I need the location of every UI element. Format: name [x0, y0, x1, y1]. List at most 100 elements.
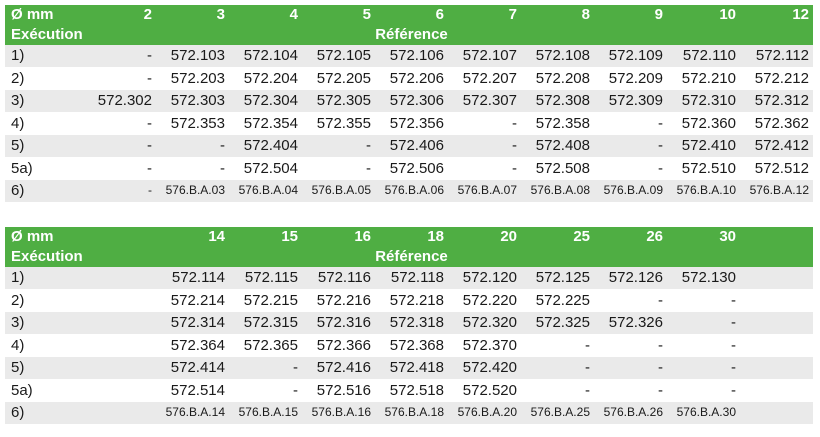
reference-cell: 576.B.A.10: [667, 179, 740, 202]
execution-type: 1): [5, 267, 83, 289]
reference-cell: 572.354: [229, 112, 302, 135]
diameter-header: 20: [448, 227, 521, 247]
table-row: 2) 572.214 572.215 572.216 572.218 572.220 572…: [5, 289, 813, 312]
reference-cell: [740, 379, 813, 402]
reference-cell: 576.B.A.26: [594, 401, 667, 424]
reference-cell: 572.205: [302, 67, 375, 90]
reference-cell: 572.112: [740, 45, 813, 67]
reference-cell: 572.206: [375, 67, 448, 90]
reference-cell: 572.204: [229, 67, 302, 90]
reference-cell: 576.B.A.07: [448, 179, 521, 202]
reference-cell: [83, 334, 156, 357]
table-row: 6) -576.B.A.03 576.B.A.04 576.B.A.05 576.B.A…: [5, 179, 813, 202]
execution-type: 3): [5, 311, 83, 334]
reference-cell: 572.116: [302, 267, 375, 289]
reference-cell: 572.115: [229, 267, 302, 289]
reference-cell: -: [594, 157, 667, 180]
reference-cell: 576.B.A.04: [229, 179, 302, 202]
diameter-header: 18: [375, 227, 448, 247]
reference-cell: 576.B.A.15: [229, 401, 302, 424]
reference-cell: -: [594, 112, 667, 135]
reference-cell: -: [448, 134, 521, 157]
reference-cell: 572.120: [448, 267, 521, 289]
reference-cell: -: [156, 134, 229, 157]
diameter-row: Ø mm 14 15 16 18 20 25 26 30: [5, 227, 813, 247]
reference-cell: 576.B.A.08: [521, 179, 594, 202]
reference-cell: -: [229, 356, 302, 379]
table-row: 4) 572.364 572.365 572.366 572.368 572.370- - -: [5, 334, 813, 357]
reference-cell: 572.304: [229, 89, 302, 112]
diameter-label: Ø mm: [5, 227, 83, 247]
reference-cell: 572.414: [156, 356, 229, 379]
reference-cell: 572.106: [375, 45, 448, 67]
reference-cell: -: [667, 311, 740, 334]
reference-cell: 572.306: [375, 89, 448, 112]
reference-cell: -: [229, 379, 302, 402]
reference-cell: -: [594, 379, 667, 402]
reference-cell: [740, 311, 813, 334]
reference-cell: -: [594, 334, 667, 357]
reference-cell: -: [83, 67, 156, 90]
diameter-header: 6: [375, 5, 448, 25]
reference-cell: 572.225: [521, 289, 594, 312]
diameter-header: 12: [740, 5, 813, 25]
table-body: 1) -572.103 572.104 572.105 572.106 572.107 57…: [5, 45, 813, 202]
execution-label: Exécution: [5, 247, 83, 267]
diameter-header: 8: [521, 5, 594, 25]
reference-cell: -: [521, 379, 594, 402]
reference-cell: 572.506: [375, 157, 448, 180]
reference-cell: 572.302: [83, 89, 156, 112]
execution-type: 1): [5, 45, 83, 67]
table-row: 1) -572.103 572.104 572.105 572.106 572.107 57…: [5, 45, 813, 67]
reference-cell: [83, 401, 156, 424]
reference-cell: 572.210: [667, 67, 740, 90]
reference-cell: 572.126: [594, 267, 667, 289]
reference-cell: 572.208: [521, 67, 594, 90]
reference-cell: 572.309: [594, 89, 667, 112]
diameter-header: 26: [594, 227, 667, 247]
table-row: 5) - -572.404-572.406-572.408-572.410 572.4…: [5, 134, 813, 157]
reference-cell: 572.358: [521, 112, 594, 135]
reference-cell: 572.508: [521, 157, 594, 180]
table-row: 6) 576.B.A.14 576.B.A.15 576.B.A.16 576.B.A.…: [5, 401, 813, 424]
reference-cell: -: [448, 157, 521, 180]
reference-cell: -: [302, 134, 375, 157]
reference-cell: 572.310: [667, 89, 740, 112]
reference-cell: 572.356: [375, 112, 448, 135]
reference-cell: 572.109: [594, 45, 667, 67]
diameter-label: Ø mm: [5, 5, 83, 25]
reference-cell: -: [667, 289, 740, 312]
reference-cell: 572.518: [375, 379, 448, 402]
diameter-header: 4: [229, 5, 302, 25]
reference-cell: 572.315: [229, 311, 302, 334]
reference-cell: [83, 379, 156, 402]
execution-type: 6): [5, 401, 83, 424]
reference-cell: 572.314: [156, 311, 229, 334]
table-row: 1) 572.114 572.115 572.116 572.118 572.120 572…: [5, 267, 813, 289]
reference-cell: -: [594, 289, 667, 312]
reference-cell: 572.305: [302, 89, 375, 112]
reference-cell: [740, 267, 813, 289]
reference-cell: 572.214: [156, 289, 229, 312]
reference-cell: 572.209: [594, 67, 667, 90]
reference-cell: 572.107: [448, 45, 521, 67]
diameter-header: [83, 227, 156, 247]
reference-cell: 572.312: [740, 89, 813, 112]
reference-cell: 572.105: [302, 45, 375, 67]
table-row: 3) 572.302 572.303 572.304 572.305 572.306 572…: [5, 89, 813, 112]
reference-cell: 572.125: [521, 267, 594, 289]
reference-cell: [83, 356, 156, 379]
reference-cell: 576.B.A.06: [375, 179, 448, 202]
reference-cell: 572.114: [156, 267, 229, 289]
table-row: 2) -572.203 572.204 572.205 572.206 572.207 57…: [5, 67, 813, 90]
reference-cell: -: [667, 379, 740, 402]
reference-cell: 572.316: [302, 311, 375, 334]
reference-cell: -: [156, 157, 229, 180]
execution-row: Exécution Référence: [5, 25, 813, 45]
reference-cell: -: [83, 112, 156, 135]
table-body: 1) 572.114 572.115 572.116 572.118 572.120 572…: [5, 267, 813, 424]
reference-cell: 572.368: [375, 334, 448, 357]
execution-label: Exécution: [5, 25, 83, 45]
reference-cell: 572.308: [521, 89, 594, 112]
